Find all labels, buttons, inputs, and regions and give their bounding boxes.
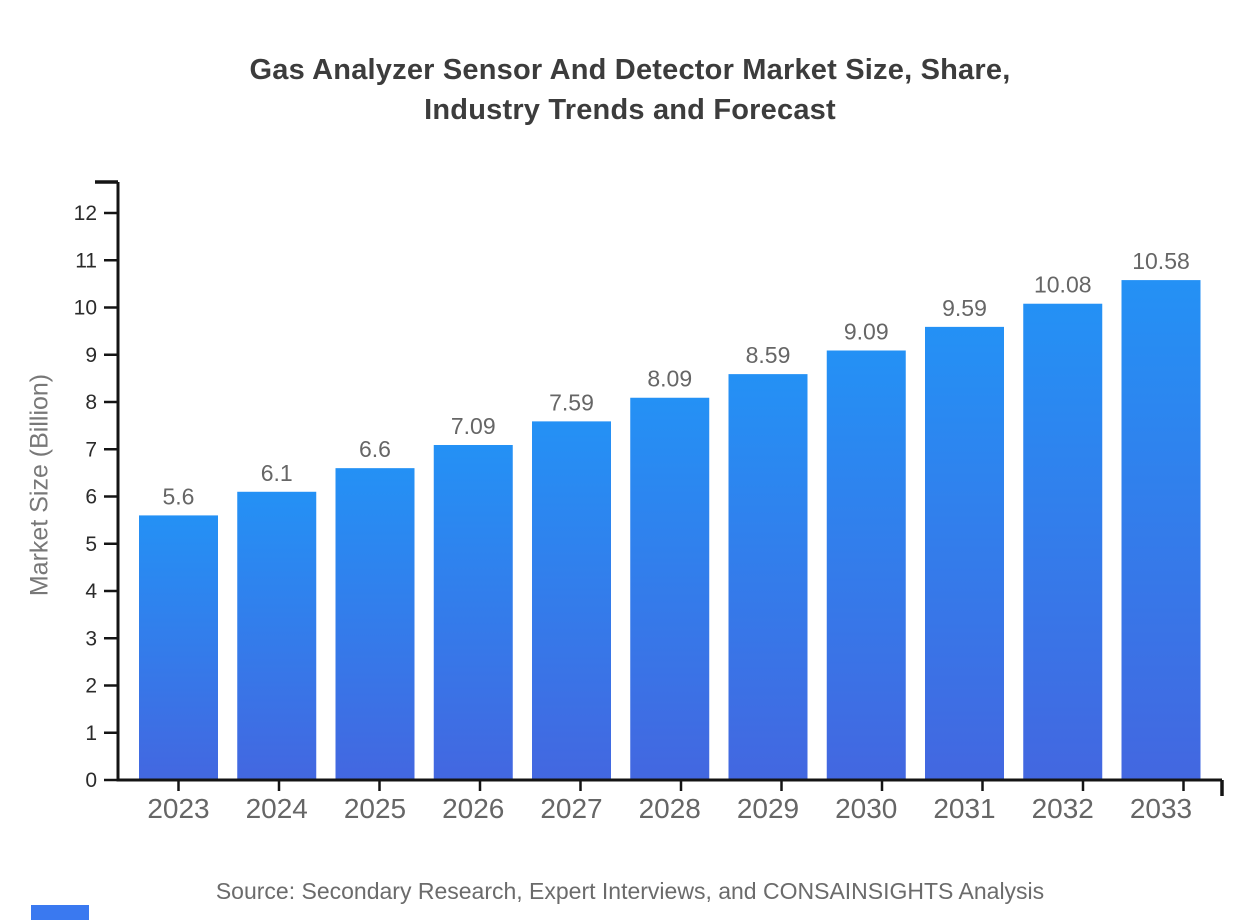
y-tick-label: 9 — [85, 344, 97, 367]
bar — [532, 421, 611, 780]
y-tick-label: 0 — [85, 769, 97, 792]
source-note: Source: Secondary Research, Expert Inter… — [215, 878, 1045, 904]
bar-value-label: 7.59 — [549, 389, 594, 415]
bar — [1121, 280, 1201, 780]
bar — [335, 468, 415, 780]
bar — [139, 515, 218, 780]
y-tick-label: 12 — [74, 202, 97, 225]
bar-value-label: 8.09 — [647, 366, 692, 392]
x-tick-label: 2033 — [1130, 793, 1192, 824]
bar — [826, 350, 906, 780]
x-tick-label: 2030 — [835, 793, 897, 824]
x-tick-label: 2026 — [442, 793, 504, 824]
y-tick-label: 1 — [85, 722, 97, 745]
bar-value-label: 10.58 — [1132, 248, 1190, 274]
x-tick-label: 2029 — [737, 793, 799, 824]
y-tick-label: 7 — [85, 438, 97, 461]
bar-value-label: 8.59 — [746, 342, 791, 368]
bar — [630, 397, 710, 780]
bar-value-label: 9.09 — [844, 318, 889, 344]
bar — [1023, 303, 1103, 780]
y-tick-label: 4 — [85, 580, 97, 603]
y-tick-label: 10 — [74, 297, 97, 320]
x-tick-label: 2023 — [147, 793, 209, 824]
x-tick-label: 2027 — [540, 793, 602, 824]
x-tick-label: 2031 — [933, 793, 995, 824]
bar-value-label: 9.59 — [942, 295, 987, 321]
chart-title: Gas Analyzer Sensor And Detector Market … — [0, 50, 1260, 130]
bar-value-label: 10.08 — [1034, 272, 1092, 298]
x-tick-label: 2032 — [1032, 793, 1094, 824]
bar-value-label: 5.6 — [163, 483, 195, 509]
chart-title-line1: Gas Analyzer Sensor And Detector Market … — [249, 54, 1011, 86]
brand-mark — [31, 905, 89, 920]
x-tick-label: 2024 — [246, 793, 308, 824]
y-tick-label: 2 — [85, 675, 97, 698]
bar-value-label: 6.1 — [261, 460, 293, 486]
x-tick-label: 2028 — [639, 793, 701, 824]
y-tick-label: 6 — [85, 486, 97, 509]
x-tick-label: 2025 — [344, 793, 406, 824]
bar-value-label: 7.09 — [451, 413, 496, 439]
bar — [728, 374, 808, 780]
y-tick-label: 3 — [85, 627, 97, 650]
bar — [433, 444, 513, 780]
bar-value-label: 6.6 — [359, 436, 391, 462]
chart-title-line2: Industry Trends and Forecast — [424, 94, 836, 126]
bar — [925, 326, 1004, 780]
y-tick-label: 11 — [75, 249, 97, 272]
bar — [237, 491, 317, 780]
y-tick-label: 8 — [85, 391, 97, 414]
y-tick-label: 5 — [85, 533, 97, 556]
